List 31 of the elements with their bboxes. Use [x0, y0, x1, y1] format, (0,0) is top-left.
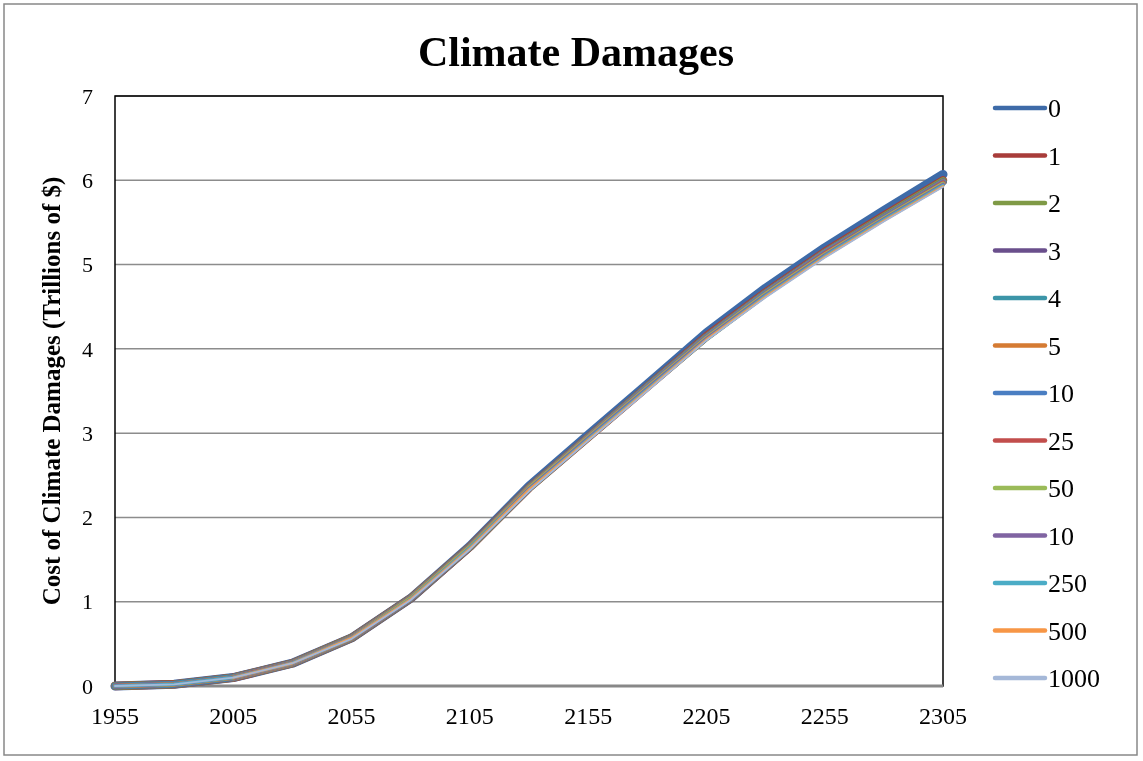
y-tick-label: 1	[82, 589, 93, 615]
y-tick-label: 0	[82, 673, 93, 699]
legend-label: 10	[1048, 521, 1074, 551]
y-tick-label: 3	[82, 420, 93, 446]
legend-label: 1	[1048, 141, 1061, 171]
y-tick-label: 4	[82, 336, 93, 362]
chart-title: Climate Damages	[417, 29, 735, 75]
legend-label: 3	[1048, 236, 1061, 266]
x-tick-label: 2255	[800, 703, 849, 729]
legend-label: 10	[1048, 379, 1074, 409]
x-tick-label: 2005	[209, 703, 258, 729]
legend-label: 25	[1048, 426, 1074, 456]
legend-label: 4	[1048, 284, 1061, 314]
legend-label: 2	[1048, 189, 1061, 219]
x-tick-label: 2105	[445, 703, 494, 729]
legend-label: 50	[1048, 474, 1074, 504]
x-tick-label: 2205	[682, 703, 731, 729]
y-tick-label: 7	[82, 83, 93, 109]
x-tick-label: 2305	[919, 703, 967, 729]
legend-label: 0	[1048, 94, 1061, 124]
y-tick-label: 5	[82, 252, 93, 278]
legend-label: 1000	[1048, 664, 1100, 694]
x-tick-label: 1955	[91, 703, 139, 729]
x-tick-label: 2155	[564, 703, 613, 729]
y-tick-label: 2	[82, 505, 93, 531]
legend-label: 5	[1048, 331, 1061, 361]
y-axis-title: Cost of Climate Damages (Trillions of $)	[38, 176, 66, 606]
legend-label: 250	[1048, 569, 1087, 599]
y-tick-label: 6	[82, 167, 93, 193]
legend-label: 500	[1048, 616, 1087, 646]
x-tick-label: 2055	[327, 703, 376, 729]
